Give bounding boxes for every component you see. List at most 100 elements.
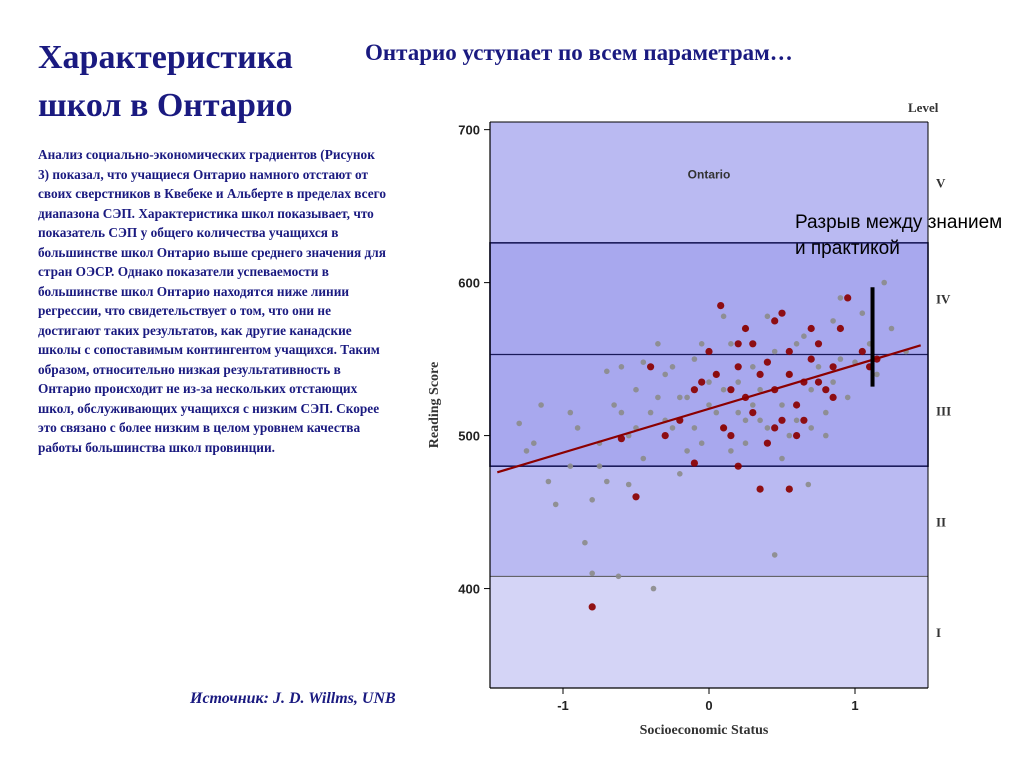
level-label-5: V bbox=[936, 175, 946, 190]
school-point bbox=[764, 313, 771, 320]
school-point bbox=[523, 448, 530, 454]
ontario-school-point bbox=[734, 340, 742, 348]
school-point bbox=[837, 356, 844, 362]
y-tick-label: 700 bbox=[458, 123, 480, 138]
school-point bbox=[567, 409, 574, 416]
school-point bbox=[604, 368, 610, 375]
slide-body-text: Анализ социально-экономических градиенто… bbox=[38, 147, 386, 455]
school-point bbox=[691, 356, 698, 362]
school-point bbox=[669, 425, 676, 431]
school-point bbox=[881, 279, 887, 286]
school-point bbox=[750, 402, 756, 408]
school-point bbox=[706, 402, 712, 408]
school-point bbox=[830, 318, 836, 324]
school-point bbox=[596, 463, 603, 470]
school-point bbox=[706, 379, 712, 385]
school-point bbox=[677, 394, 683, 401]
ontario-school-point bbox=[829, 363, 837, 371]
level-band-1 bbox=[490, 576, 928, 688]
school-point bbox=[771, 552, 778, 558]
school-point bbox=[837, 295, 844, 301]
level-band-4 bbox=[490, 242, 928, 355]
y-tick-label: 500 bbox=[458, 429, 480, 444]
ontario-school-point bbox=[836, 324, 845, 333]
ontario-school-point bbox=[814, 340, 823, 348]
school-point bbox=[582, 539, 588, 546]
ontario-school-point bbox=[749, 340, 757, 348]
ontario-school-point bbox=[844, 294, 852, 302]
ontario-school-point bbox=[717, 302, 725, 310]
school-point bbox=[531, 440, 537, 447]
school-point bbox=[684, 394, 690, 401]
school-point bbox=[823, 432, 829, 439]
ontario-school-point bbox=[661, 432, 669, 440]
ontario-school-point bbox=[690, 459, 699, 467]
school-point bbox=[633, 386, 639, 393]
ontario-school-point bbox=[800, 416, 808, 424]
school-point bbox=[615, 573, 622, 580]
y-tick-label: 600 bbox=[458, 276, 480, 291]
school-point bbox=[720, 386, 727, 393]
school-point bbox=[625, 481, 632, 488]
ontario-school-point bbox=[632, 493, 640, 501]
school-point bbox=[808, 425, 814, 431]
school-point bbox=[735, 379, 741, 385]
level-label-2: II bbox=[936, 514, 946, 529]
level-label-1: I bbox=[936, 625, 941, 640]
school-point bbox=[552, 501, 559, 508]
ontario-school-point bbox=[734, 363, 742, 371]
school-point bbox=[801, 333, 807, 340]
ontario-school-point bbox=[785, 485, 793, 493]
source-caption: Источник: J. D. Willms, UNB bbox=[190, 690, 396, 707]
school-point bbox=[589, 570, 595, 577]
school-point bbox=[728, 341, 734, 347]
school-point bbox=[742, 440, 749, 447]
ontario-school-point bbox=[771, 317, 779, 325]
school-point bbox=[516, 420, 522, 427]
ontario-school-point bbox=[858, 347, 866, 356]
ontario-school-point bbox=[793, 401, 801, 409]
school-point bbox=[669, 364, 676, 370]
school-point bbox=[874, 371, 880, 378]
y-axis-label: Reading Score bbox=[427, 362, 442, 448]
school-point bbox=[764, 425, 771, 431]
school-point bbox=[655, 394, 661, 401]
ontario-school-point bbox=[814, 378, 823, 386]
school-point bbox=[618, 364, 625, 370]
school-point bbox=[640, 455, 647, 462]
school-point bbox=[859, 310, 866, 317]
ontario-school-point bbox=[822, 386, 830, 394]
levels-title: Level bbox=[908, 100, 939, 115]
x-tick-label: 0 bbox=[705, 698, 712, 713]
ontario-school-point bbox=[647, 363, 655, 371]
school-point bbox=[589, 497, 595, 503]
school-point bbox=[757, 386, 763, 393]
school-point bbox=[750, 364, 756, 370]
school-point bbox=[830, 379, 836, 385]
school-point bbox=[545, 478, 552, 485]
ontario-school-point bbox=[705, 347, 713, 356]
school-point bbox=[698, 440, 705, 447]
school-point bbox=[604, 478, 610, 485]
ontario-school-point bbox=[778, 416, 786, 424]
school-point bbox=[823, 409, 829, 416]
school-point bbox=[618, 409, 625, 416]
school-point bbox=[677, 471, 683, 477]
school-point bbox=[655, 341, 661, 347]
school-point bbox=[735, 409, 741, 416]
ontario-school-point bbox=[829, 393, 837, 401]
ontario-school-point bbox=[741, 324, 750, 333]
regression-line bbox=[496, 344, 922, 474]
school-point bbox=[611, 402, 617, 408]
x-tick-label: -1 bbox=[557, 698, 569, 713]
ontario-school-point bbox=[617, 435, 626, 443]
school-point bbox=[742, 417, 749, 424]
school-point bbox=[793, 417, 800, 424]
ontario-school-point bbox=[793, 432, 801, 440]
school-point bbox=[808, 386, 814, 393]
school-point bbox=[815, 364, 822, 370]
school-point bbox=[728, 448, 734, 454]
school-point bbox=[805, 481, 812, 488]
ontario-school-point bbox=[763, 439, 772, 447]
